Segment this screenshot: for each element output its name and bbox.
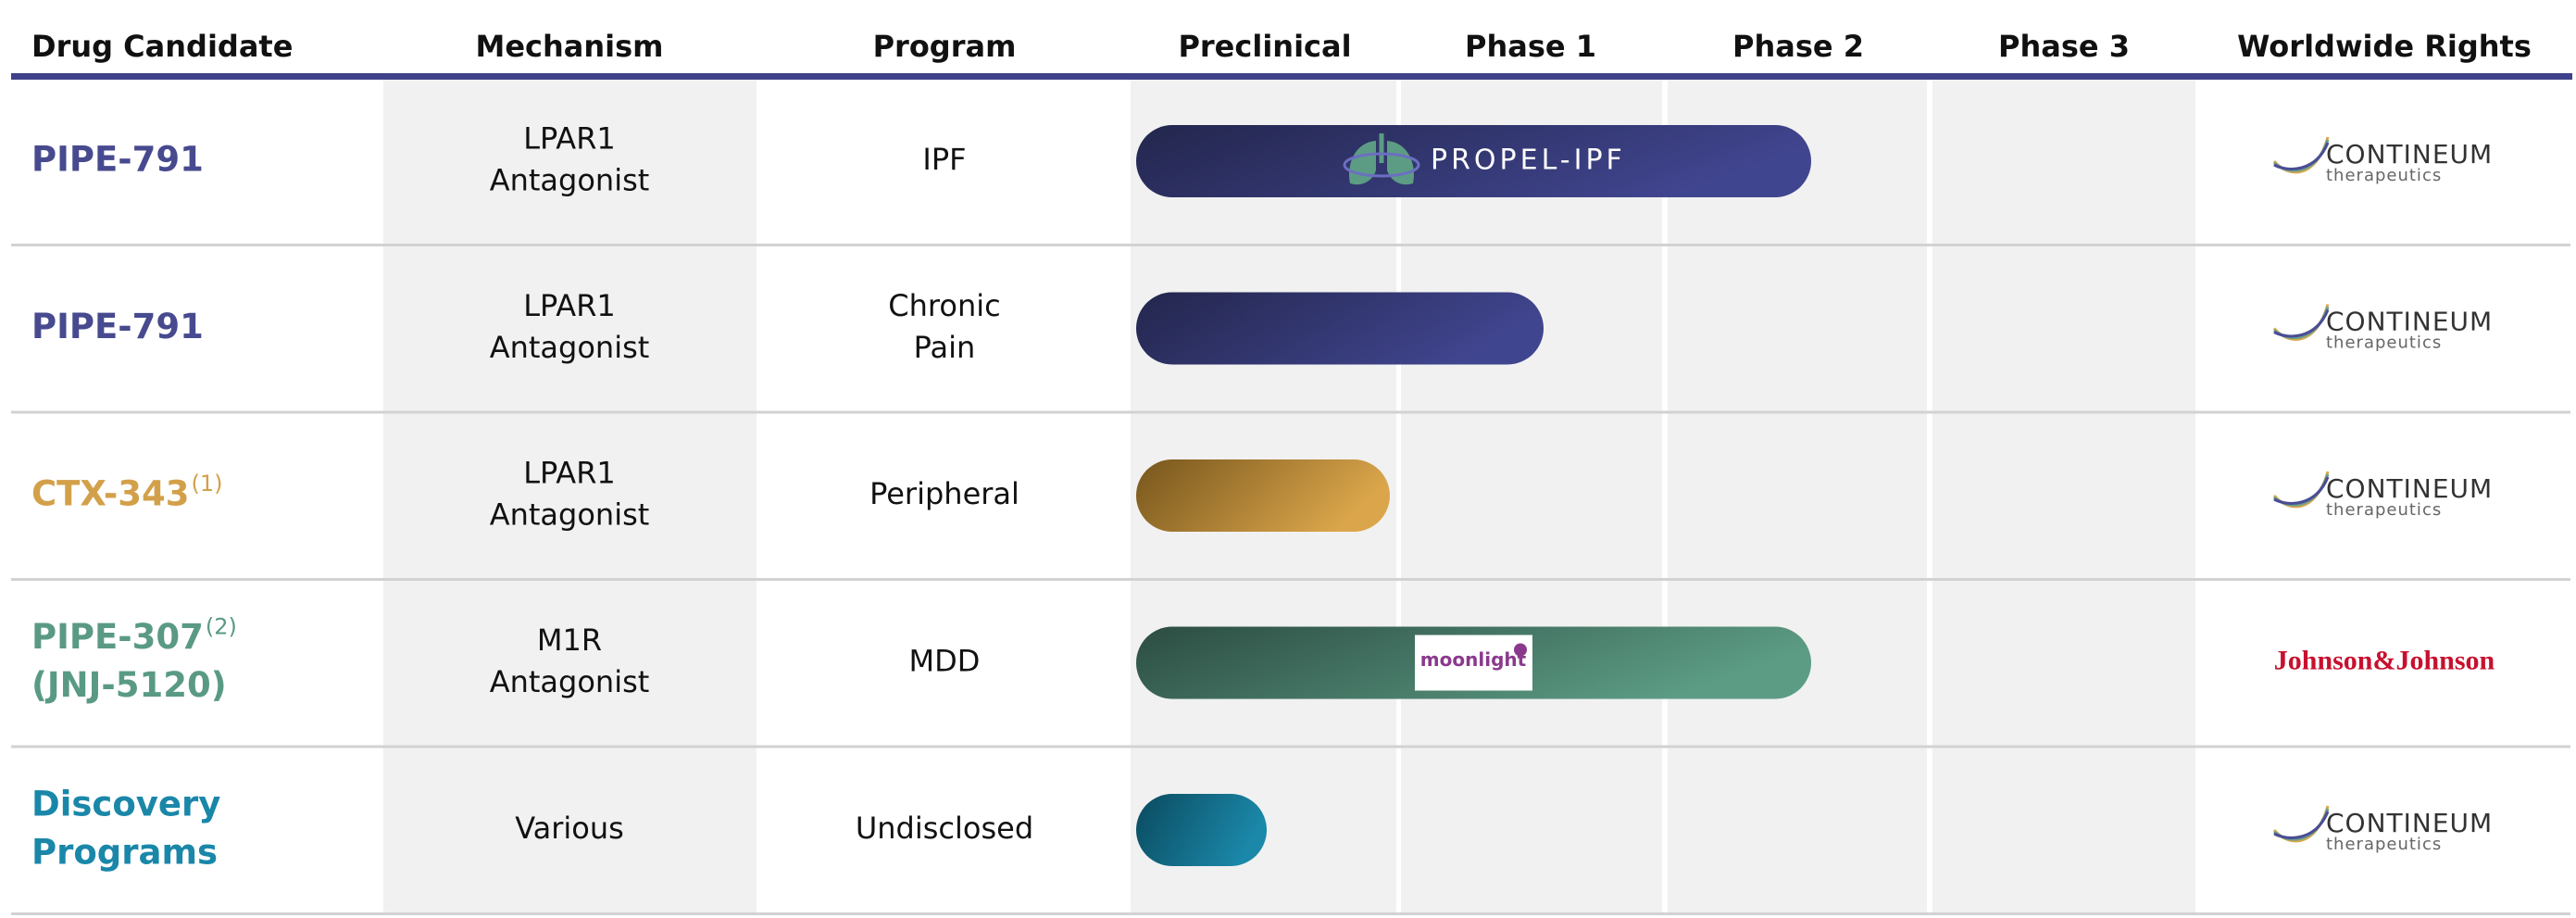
mechanism: LPAR1 bbox=[523, 121, 616, 157]
footnote-ref: (2) bbox=[206, 614, 237, 640]
progress-bar bbox=[1136, 459, 1390, 532]
mechanism: Antagonist bbox=[490, 163, 650, 198]
drug-candidate: PIPE-791 bbox=[31, 307, 204, 346]
lung-icon bbox=[1343, 133, 1420, 185]
progress-bar bbox=[1136, 125, 1811, 197]
rights-holder-sub: therapeutics bbox=[2326, 166, 2442, 185]
drug-candidate: Programs bbox=[31, 833, 218, 873]
mechanism: M1R bbox=[537, 622, 602, 658]
contineum-mark bbox=[2272, 805, 2330, 843]
program: MDD bbox=[909, 644, 981, 679]
drug-candidate: Discovery bbox=[31, 785, 220, 824]
header-rule bbox=[11, 73, 2572, 80]
program: Chronic bbox=[888, 288, 1000, 323]
rights-holder: Johnson&Johnson bbox=[2274, 645, 2495, 675]
swoosh bbox=[2273, 142, 2330, 170]
logo-box bbox=[1415, 635, 1532, 691]
swoosh bbox=[2273, 811, 2330, 839]
swoosh bbox=[2273, 308, 2330, 338]
trial-logo: moonlight bbox=[1420, 648, 1527, 671]
rights-holder: CONTINEUM bbox=[2326, 139, 2493, 170]
contineum-mark bbox=[2272, 136, 2330, 174]
rights-holder: CONTINEUM bbox=[2326, 307, 2493, 337]
column-header: Phase 3 bbox=[1998, 29, 2130, 64]
footnote-ref: (1) bbox=[192, 471, 223, 497]
column-header: Mechanism bbox=[475, 29, 663, 64]
drug-candidate: PIPE-307 bbox=[31, 617, 204, 657]
mechanism: Antagonist bbox=[490, 497, 650, 533]
rights-holder-sub: therapeutics bbox=[2326, 500, 2442, 520]
progress-bar bbox=[1136, 292, 1544, 365]
rights-holder: CONTINEUM bbox=[2326, 473, 2493, 504]
drug-candidate: (JNJ-5120) bbox=[31, 665, 227, 705]
column-header: Preclinical bbox=[1178, 29, 1351, 64]
mechanism: LPAR1 bbox=[523, 456, 616, 491]
swoosh bbox=[2273, 476, 2330, 505]
logo-dot bbox=[1514, 643, 1527, 657]
orbit bbox=[1343, 152, 1420, 178]
rights-holder-sub: therapeutics bbox=[2326, 835, 2442, 854]
program: Peripheral bbox=[869, 476, 1019, 511]
column-header: Drug Candidate bbox=[31, 29, 293, 64]
column-header: Worldwide Rights bbox=[2237, 29, 2532, 64]
drug-candidate: CTX-343 bbox=[31, 474, 190, 514]
mechanism: LPAR1 bbox=[523, 288, 616, 323]
mechanism: Antagonist bbox=[490, 664, 650, 699]
mechanism: Antagonist bbox=[490, 330, 650, 365]
column-header: Phase 2 bbox=[1732, 29, 1864, 64]
program: Undisclosed bbox=[856, 811, 1033, 846]
program: IPF bbox=[922, 142, 966, 177]
column-header: Program bbox=[873, 29, 1017, 64]
column-header: Phase 1 bbox=[1465, 29, 1596, 64]
rights-holder: CONTINEUM bbox=[2326, 808, 2493, 838]
drug-candidate: PIPE-791 bbox=[31, 140, 204, 180]
mechanism: Various bbox=[515, 811, 624, 846]
rights-holder-sub: therapeutics bbox=[2326, 333, 2442, 353]
contineum-mark bbox=[2272, 304, 2330, 341]
trial-name: PROPEL-IPF bbox=[1431, 145, 1626, 177]
program: Pain bbox=[914, 330, 976, 365]
progress-bar bbox=[1136, 794, 1267, 866]
contineum-mark bbox=[2272, 471, 2330, 509]
